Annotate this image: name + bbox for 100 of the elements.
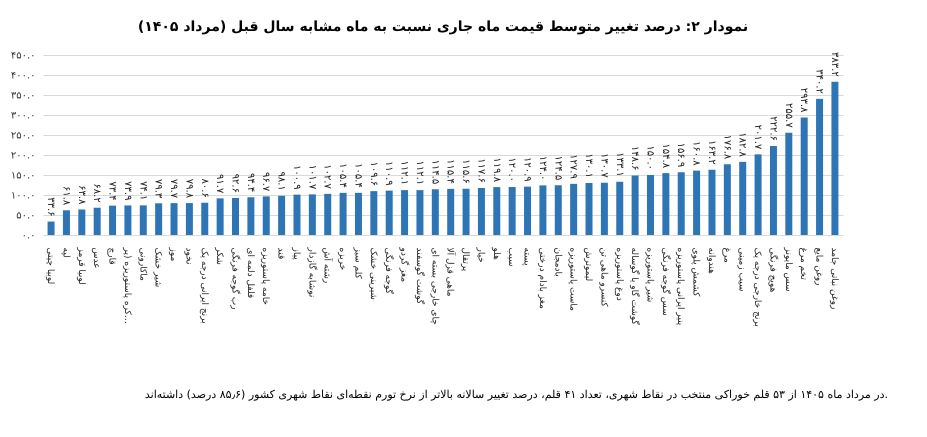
bar	[262, 196, 270, 235]
data-label: ۱۳۳.۱	[614, 152, 625, 177]
data-label: ۹۸.۱	[276, 171, 287, 191]
bar	[247, 197, 254, 235]
x-tick-label: برنج ایرانی درجه یک	[198, 248, 209, 324]
bar	[340, 192, 347, 235]
data-label: ۱۴۸.۶	[629, 146, 640, 171]
x-tick-label: دوغ پاستوریزه	[614, 248, 624, 301]
data-label: ۱۳۰.۱	[583, 153, 594, 178]
data-label: ۱۱۹.۸	[490, 157, 502, 183]
bar	[508, 187, 516, 235]
x-tick-label: سیب	[506, 248, 516, 267]
x-tick-label: چای خارجی بسته ای	[429, 248, 440, 325]
bar	[831, 82, 838, 235]
bar	[386, 190, 393, 235]
x-tick-label: مغز بادام درختی	[536, 248, 547, 309]
data-label: ۱۵۶.۹	[675, 142, 686, 168]
bar	[800, 117, 808, 235]
data-label: ۱۸۲.۸	[736, 132, 748, 158]
data-label: ۹۲.۶	[230, 174, 241, 193]
x-tick-label: شکر	[214, 246, 224, 265]
y-tick-label: ۳۵۰.۰	[10, 90, 36, 102]
bar	[770, 146, 777, 235]
x-tick-label: تخم مرغ	[798, 248, 808, 280]
bar	[416, 190, 424, 235]
x-tick-label: گوشت گاو یا گوساله	[629, 248, 642, 326]
x-tick-label: خیار	[475, 246, 486, 263]
bar	[308, 194, 316, 235]
bar	[678, 172, 685, 235]
y-tick-label: ۴۵۰.۰	[10, 50, 36, 62]
x-tick-label: نخود	[183, 248, 194, 264]
y-tick-label: ۱۵۰.۰	[10, 170, 36, 182]
x-tick-label: لوبیا چیتی	[45, 248, 56, 284]
bar	[170, 203, 178, 235]
data-label: ۷۳.۴	[106, 181, 118, 201]
bar	[785, 132, 792, 235]
bar	[201, 202, 208, 235]
data-label: ۷۹.۷	[168, 178, 180, 199]
data-label: ۱۰۵.۴	[352, 163, 364, 188]
x-tick-label: سس گوجه فرنگی	[660, 248, 672, 316]
x-tick-label: کره پاستوریزه (پر…	[122, 246, 132, 324]
data-label: ۱۵۰.۰	[644, 145, 656, 170]
x-tick-label: لیموترش	[583, 248, 594, 282]
x-tick-label: قند	[276, 248, 286, 260]
data-label: ۱۰۱.۷	[306, 164, 318, 190]
data-label: ۱۲۴.۵	[552, 156, 564, 180]
y-tick-label: ۲۵۰.۰	[10, 130, 36, 142]
data-label: ۱۲۰.۹	[522, 156, 533, 182]
x-tick-label: رب گوجه فرنگی	[230, 248, 242, 310]
data-label: ۱۲۷.۹	[568, 154, 579, 179]
x-tick-label: لوبیا قرمز	[76, 246, 86, 285]
bar	[447, 188, 454, 235]
y-tick-label: ۱۰۰.۰	[10, 190, 36, 202]
bar	[186, 203, 193, 235]
bar	[586, 182, 593, 235]
x-tick-label: برنج خارجی درجه یک	[752, 248, 762, 327]
data-label: ۲۲۲.۶	[767, 116, 778, 141]
bar	[94, 208, 101, 235]
bar	[48, 222, 55, 235]
data-label: ۷۴.۱	[137, 181, 148, 200]
data-label: ۲۰۱.۷	[752, 124, 764, 150]
bar	[816, 98, 824, 235]
bar	[324, 194, 332, 235]
data-label: ۱۶۰.۸	[690, 141, 702, 166]
bar	[140, 205, 147, 235]
chart-title: نمودار ۲: درصد تغییر متوسط قیمت ماه جاری نسبت به ماه مشابه سال قبل (مرداد ۱۴۰۵)	[138, 19, 748, 35]
bar	[278, 196, 286, 235]
x-tick-label: سس مایونز	[782, 246, 793, 292]
x-tick-label: گوجه فرنگی	[383, 248, 396, 295]
x-tick-label: مغز گردو	[398, 246, 411, 282]
data-label: ۱۰۹.۶	[368, 161, 379, 186]
data-label: ۱۱۷.۶	[475, 158, 486, 183]
data-label: ۱۱۲.۱	[414, 160, 425, 186]
data-label: ۱۰۲.۷	[322, 164, 333, 190]
x-tick-label: سیب زمینی	[736, 248, 747, 292]
data-label: ۳۸۳.۲	[828, 52, 840, 77]
y-tick-label: ۵۰.۰	[16, 210, 36, 222]
data-label: ۱۱۲.۱	[398, 160, 410, 186]
text: در مرداد ماه ۱۴۰۵ از ۵۳ قلم خوراکی منتخب در نقاط شهری، تعداد ۴۱ قلم، درصد تغییر سالانه بالاتر از نرخ تورم نقطه‌ای نقاط شهری کشور (۸۵٫۶ درصد) داشته‌اند.	[144, 388, 888, 401]
x-tick-label: خامه پاستوریزه	[260, 248, 270, 305]
x-tick-label: روغن نباتی جامد	[828, 248, 839, 310]
data-label: ۳۴۰.۲	[814, 69, 825, 94]
bar	[354, 192, 362, 235]
data-label: ۲۵۵.۷	[782, 103, 794, 128]
data-label: ۱۵۴.۸	[660, 143, 671, 169]
bar	[662, 173, 670, 235]
y-tick-label: ۰.۰	[22, 230, 36, 242]
data-label: ۹۶.۷	[260, 172, 272, 192]
x-tick-label: موز	[168, 246, 178, 262]
bar	[724, 164, 731, 235]
x-tick-label: نوشابه گازدار	[306, 246, 318, 298]
y-tick-label: ۳۰۰.۰	[10, 110, 36, 122]
data-label: ۸۰.۶	[198, 178, 210, 198]
bar	[216, 198, 224, 235]
x-tick-label: کشمش پلوی	[690, 248, 701, 298]
bar	[62, 210, 70, 235]
bar	[539, 185, 546, 235]
data-label: ۷۳.۹	[122, 181, 133, 200]
bar	[232, 198, 240, 235]
data-label: ۱۱۴.۵	[429, 160, 440, 184]
